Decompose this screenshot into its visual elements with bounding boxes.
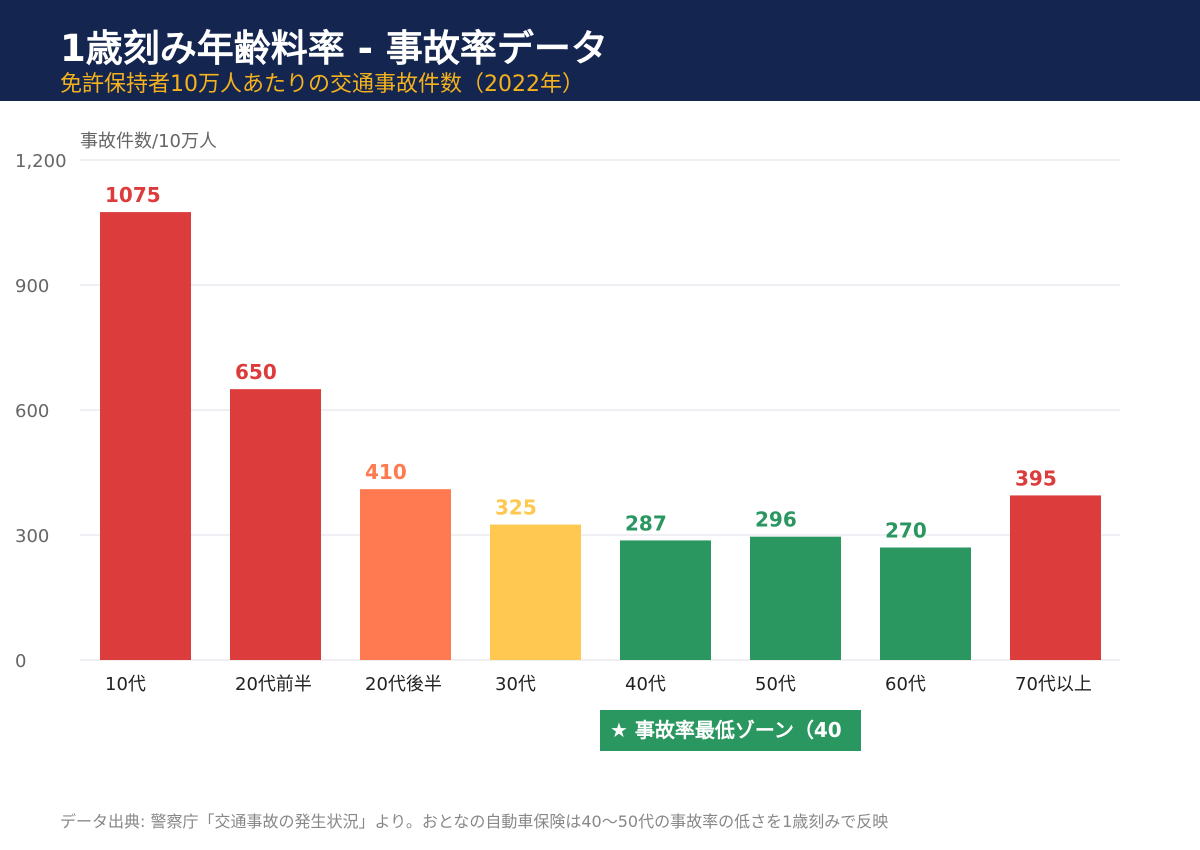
bar <box>880 547 971 660</box>
source-footnote: データ出典: 警察庁「交通事故の発生状況」より。おとなの自動車保険は40〜50代… <box>60 812 889 831</box>
x-tick-label: 70代以上 <box>1015 674 1092 695</box>
y-tick-label: 0 <box>15 651 26 672</box>
bar-value-label: 296 <box>755 508 797 532</box>
y-tick-label: 900 <box>15 276 49 297</box>
bar-value-label: 650 <box>235 360 277 384</box>
bar-value-label: 410 <box>365 460 407 484</box>
bar <box>100 212 191 660</box>
chart-title: 1歳刻み年齢料率 - 事故率データ <box>60 27 608 70</box>
bar <box>230 389 321 660</box>
y-tick-label: 1,200 <box>15 151 67 172</box>
header-banner: 1歳刻み年齢料率 - 事故率データ 免許保持者10万人あたりの交通事故件数（20… <box>0 0 1200 101</box>
y-axis-label: 事故件数/10万人 <box>80 131 217 152</box>
bar <box>750 536 841 660</box>
y-tick-label: 300 <box>15 526 49 547</box>
bar <box>360 489 451 660</box>
bar-value-label: 325 <box>495 496 537 520</box>
x-tick-label: 30代 <box>495 674 536 695</box>
bar <box>1010 495 1101 660</box>
lowest-zone-badge: ★ 事故率最低ゾーン（40 <box>600 710 861 751</box>
x-tick-label: 20代前半 <box>235 674 312 695</box>
bar-chart: 事故件数/10万人 0 300 600 900 1,200 1075 10代 650 20代前半… <box>15 131 1120 695</box>
y-tick-label: 600 <box>15 401 49 422</box>
chart-subtitle: 免許保持者10万人あたりの交通事故件数（2022年） <box>60 72 584 97</box>
x-tick-label: 50代 <box>755 674 796 695</box>
bar-value-label: 1075 <box>105 183 161 207</box>
x-tick-label: 10代 <box>105 674 146 695</box>
bar-value-label: 287 <box>625 511 667 535</box>
bar-value-label: 270 <box>885 519 927 543</box>
x-tick-label: 20代後半 <box>365 674 442 695</box>
bar <box>620 540 711 660</box>
bar <box>490 524 581 660</box>
bar-value-label: 395 <box>1015 466 1057 490</box>
x-tick-label: 60代 <box>885 674 926 695</box>
x-tick-label: 40代 <box>625 674 666 695</box>
